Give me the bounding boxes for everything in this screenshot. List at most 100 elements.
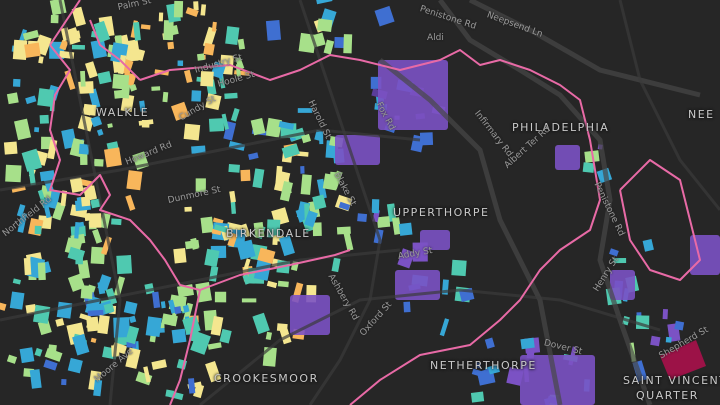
building-block (44, 348, 63, 362)
building-block (83, 103, 97, 116)
road (0, 128, 421, 192)
building-block (609, 248, 619, 257)
building-block (242, 274, 251, 285)
area-label-philadelphia: PHILADELPHIA (512, 121, 610, 134)
building-block (56, 301, 73, 319)
building-block (165, 389, 175, 398)
building-block (242, 258, 251, 273)
area-label-walkley: WALKLE (96, 106, 150, 119)
building-block (642, 238, 654, 252)
road (58, 0, 122, 405)
building-block (190, 237, 199, 250)
building-block (34, 225, 42, 235)
building-block (277, 280, 289, 288)
building-block (207, 342, 222, 350)
area-label-quarter: QUARTER (636, 389, 699, 402)
building-block (3, 141, 18, 155)
building-block (38, 56, 44, 64)
building-block (89, 213, 102, 228)
building-block (214, 291, 227, 303)
building-block (84, 213, 91, 221)
building-block (97, 314, 110, 335)
building-block (133, 21, 141, 41)
building-block (145, 316, 162, 338)
building-block (77, 259, 91, 279)
building-block (200, 4, 207, 16)
building-block (81, 196, 91, 207)
building-block (211, 21, 217, 32)
ward-boundary (169, 289, 201, 405)
building-block (357, 213, 368, 222)
building-block (241, 298, 257, 303)
building-block (506, 367, 524, 386)
building-block (90, 198, 101, 209)
building-block (129, 83, 138, 92)
building-block (187, 378, 196, 394)
building-block (281, 143, 300, 159)
building-block (120, 94, 135, 113)
building-block (167, 41, 175, 50)
building-block (129, 315, 137, 324)
building-block (97, 70, 112, 85)
building-block (331, 257, 341, 273)
building-block (315, 0, 333, 5)
building-block (183, 123, 201, 141)
building-block (229, 190, 236, 203)
estate-block (610, 270, 635, 300)
ward-boundary (139, 49, 601, 405)
building-block (67, 357, 83, 374)
building-block (88, 88, 101, 109)
building-block (250, 117, 266, 136)
building-block (227, 232, 238, 248)
building-block (323, 39, 335, 55)
building-block (37, 88, 55, 108)
building-block (275, 165, 283, 185)
building-block (52, 201, 66, 221)
building-block (13, 118, 32, 141)
building-block (6, 354, 18, 364)
ward-boundary-layer (49, 0, 701, 405)
building-block (520, 337, 535, 350)
building-block (316, 178, 327, 199)
building-block (184, 206, 192, 212)
building-block (376, 216, 391, 228)
building-block (112, 73, 130, 90)
estate-block (420, 230, 450, 250)
building-block (331, 170, 343, 190)
building-block (272, 235, 278, 246)
building-block (317, 18, 333, 33)
building-block (12, 39, 28, 60)
building-block (93, 20, 111, 43)
building-block (39, 114, 49, 124)
building-block (193, 1, 199, 11)
building-block (79, 313, 92, 322)
building-block (182, 304, 190, 313)
building-block (173, 0, 184, 18)
ward-boundary (89, 19, 141, 81)
building-block (177, 60, 184, 66)
building-block (23, 257, 32, 276)
building-block (34, 347, 43, 357)
building-block (392, 217, 402, 235)
highlight-block (660, 340, 706, 380)
building-block (143, 366, 151, 383)
building-block (151, 291, 161, 309)
building-block (312, 222, 322, 237)
building-block (297, 108, 313, 113)
area-label-saint-vincent: SAINT VINCENT (623, 374, 720, 387)
building-block (78, 81, 94, 94)
building-block (266, 280, 278, 289)
building-block (71, 44, 85, 50)
building-block (87, 309, 104, 317)
building-block (279, 235, 295, 257)
building-block (174, 306, 182, 315)
building-block (29, 369, 42, 389)
building-block (371, 199, 380, 214)
building-block (213, 224, 228, 233)
building-block (140, 24, 151, 30)
building-block (235, 56, 245, 70)
building-block (212, 217, 224, 225)
ward-boundary (619, 159, 701, 281)
